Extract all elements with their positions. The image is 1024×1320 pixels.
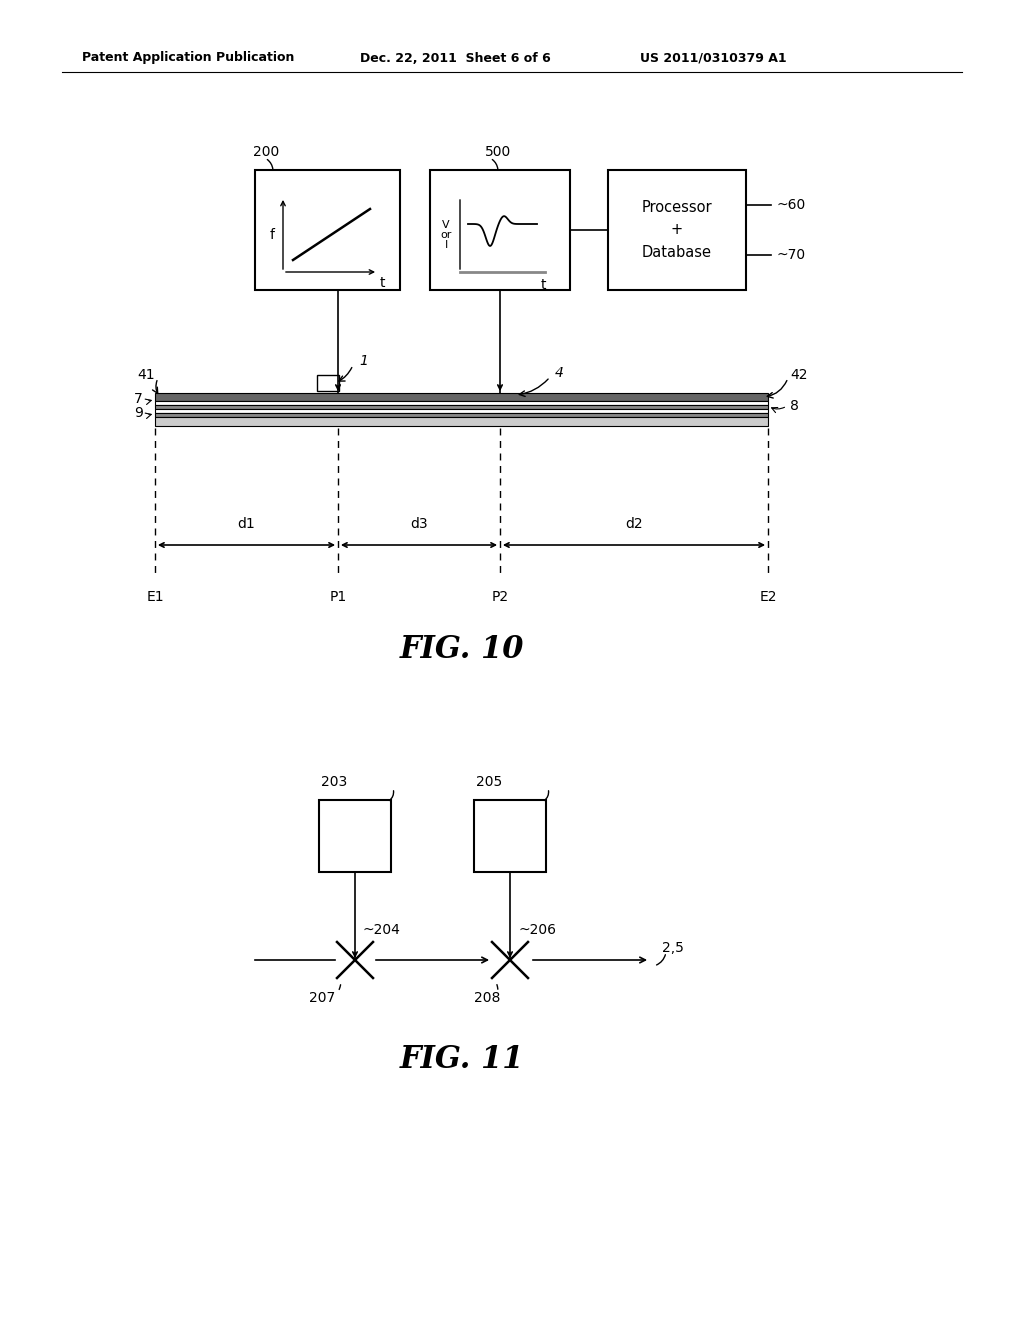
Bar xyxy=(317,375,339,391)
Bar xyxy=(155,417,768,426)
Bar xyxy=(155,401,768,405)
Text: US 2011/0310379 A1: US 2011/0310379 A1 xyxy=(640,51,786,65)
Text: 4: 4 xyxy=(555,366,564,380)
Text: d1: d1 xyxy=(238,517,255,531)
Text: 9: 9 xyxy=(134,407,143,420)
Text: FIG. 10: FIG. 10 xyxy=(399,635,524,665)
Text: E2: E2 xyxy=(759,590,777,605)
Text: Dec. 22, 2011  Sheet 6 of 6: Dec. 22, 2011 Sheet 6 of 6 xyxy=(360,51,551,65)
Text: 207: 207 xyxy=(309,991,335,1005)
Text: Processor
+
Database: Processor + Database xyxy=(642,201,713,260)
Bar xyxy=(155,413,768,417)
Text: ~206: ~206 xyxy=(518,923,556,937)
Bar xyxy=(319,800,391,873)
Text: d3: d3 xyxy=(411,517,428,531)
Text: P1: P1 xyxy=(330,590,347,605)
Bar xyxy=(430,170,570,290)
Text: ~204: ~204 xyxy=(362,923,400,937)
Text: 2,5: 2,5 xyxy=(662,941,684,954)
Text: d2: d2 xyxy=(626,517,643,531)
Text: 8: 8 xyxy=(790,399,799,413)
Text: 208: 208 xyxy=(474,991,500,1005)
Text: 41: 41 xyxy=(137,368,155,381)
Bar xyxy=(608,170,746,290)
Bar xyxy=(155,409,768,413)
Bar xyxy=(255,170,400,290)
Text: 42: 42 xyxy=(790,368,808,381)
Text: 1: 1 xyxy=(359,354,368,368)
Text: 500: 500 xyxy=(485,145,511,158)
Text: FIG. 11: FIG. 11 xyxy=(399,1044,524,1076)
Bar xyxy=(155,405,768,409)
Text: 200: 200 xyxy=(253,145,280,158)
Text: t: t xyxy=(379,276,385,290)
Text: 203: 203 xyxy=(321,775,347,789)
Text: ~70: ~70 xyxy=(776,248,805,261)
Bar xyxy=(155,393,768,401)
Text: Patent Application Publication: Patent Application Publication xyxy=(82,51,294,65)
Text: V
or
I: V or I xyxy=(440,220,452,249)
Text: t: t xyxy=(541,279,546,292)
Text: f: f xyxy=(269,228,274,242)
Bar xyxy=(474,800,546,873)
Text: P2: P2 xyxy=(492,590,509,605)
Text: 7: 7 xyxy=(134,392,143,407)
Text: ~60: ~60 xyxy=(776,198,805,213)
Text: E1: E1 xyxy=(146,590,164,605)
Text: 205: 205 xyxy=(476,775,502,789)
